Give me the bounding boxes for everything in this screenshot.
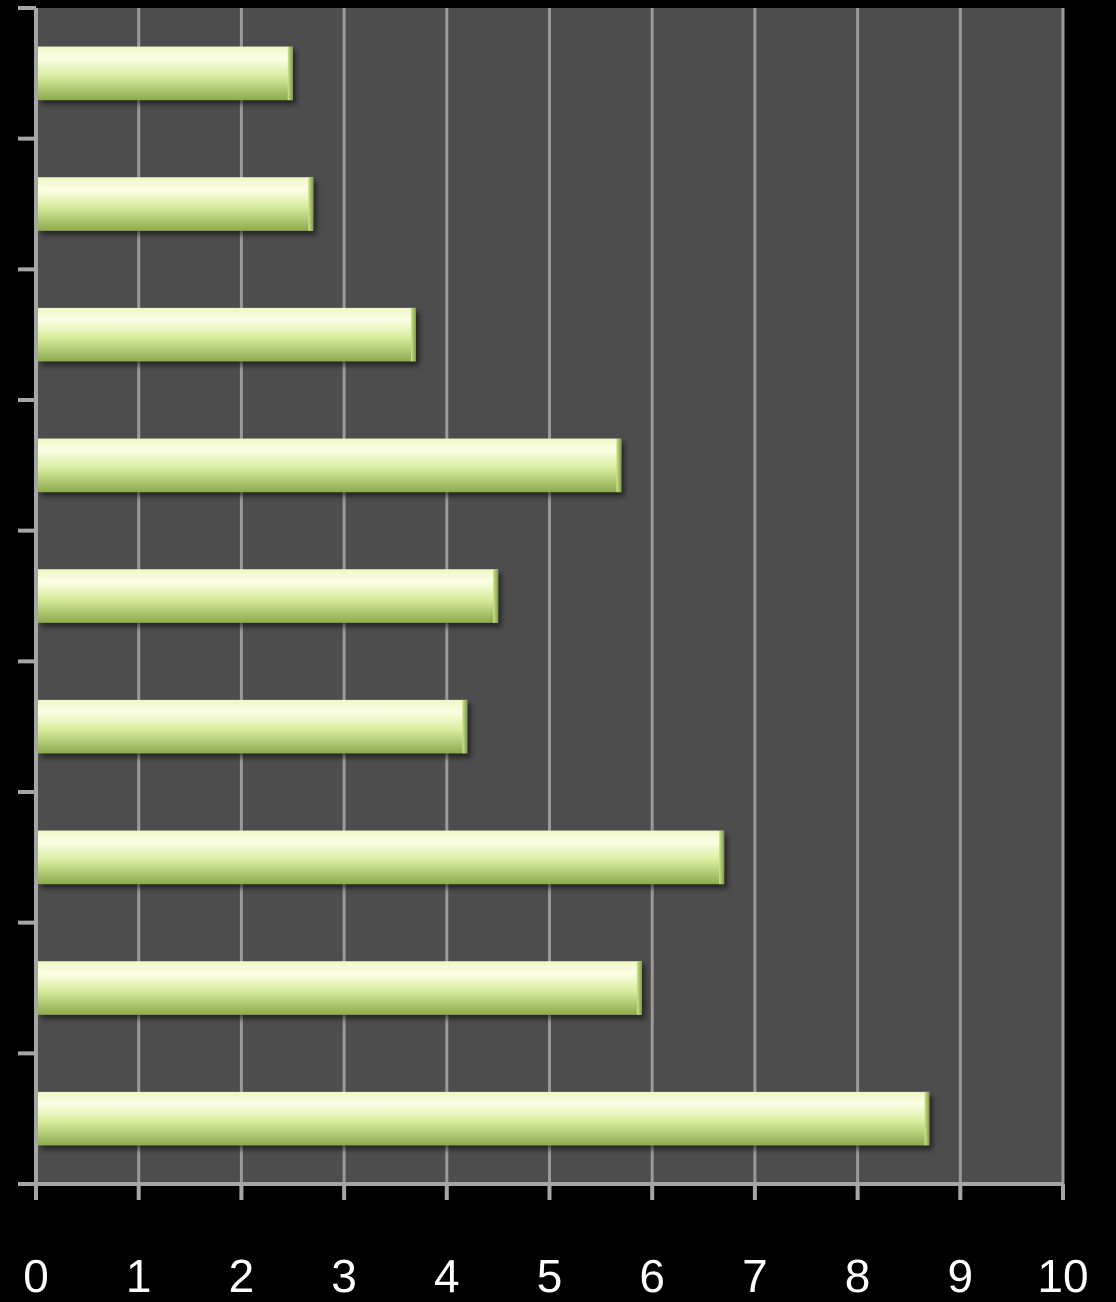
x-tick-label: 0: [23, 1250, 49, 1302]
bar-body: [38, 438, 622, 493]
bar-body: [38, 569, 499, 623]
x-tick-label: 4: [434, 1250, 460, 1302]
bar: [38, 830, 725, 885]
x-tick-label: 7: [742, 1250, 768, 1302]
x-tick-label: 1: [126, 1250, 152, 1302]
bar-end-cap: [410, 307, 416, 362]
bar-end-cap: [462, 699, 468, 754]
bar-body: [38, 46, 293, 101]
x-tick-labels: 0 1 2 3 4 5 6 7 8 9 10: [23, 1250, 1088, 1302]
bar-body: [38, 177, 314, 231]
bar-end-cap: [287, 46, 293, 101]
bar: [38, 46, 293, 101]
bar-body: [38, 1091, 930, 1146]
x-tick-label: 6: [639, 1250, 665, 1302]
bar: [38, 961, 642, 1015]
bar: [38, 699, 468, 754]
bar: [38, 307, 416, 362]
bar-body: [38, 307, 416, 362]
bar-body: [38, 961, 642, 1015]
axes: [18, 6, 1065, 1200]
x-tick-label: 3: [331, 1250, 357, 1302]
bar: [38, 177, 314, 231]
bar-end-cap: [636, 961, 642, 1015]
bar-end-cap: [924, 1091, 930, 1146]
x-tick-label: 5: [537, 1250, 563, 1302]
bar-end-cap: [719, 830, 725, 885]
bar-end-cap: [308, 177, 314, 231]
bar-end-cap: [616, 438, 622, 493]
bar: [38, 438, 622, 493]
bars: [38, 46, 930, 1146]
x-tick-label: 9: [948, 1250, 974, 1302]
x-tick-label: 8: [845, 1250, 871, 1302]
bar-body: [38, 699, 468, 754]
bar-body: [38, 830, 725, 885]
bar: [38, 569, 499, 623]
x-tick-label: 2: [229, 1250, 255, 1302]
x-tick-label: 10: [1037, 1250, 1088, 1302]
bar-end-cap: [493, 569, 499, 623]
bar: [38, 1091, 930, 1146]
